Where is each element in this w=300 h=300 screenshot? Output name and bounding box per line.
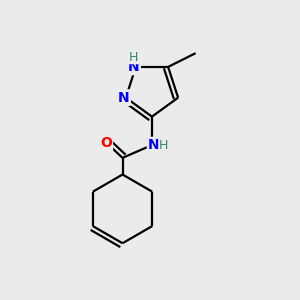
Text: H: H xyxy=(159,139,168,152)
Text: O: O xyxy=(100,136,112,150)
Text: N: N xyxy=(128,60,140,74)
Text: N: N xyxy=(148,138,160,152)
Text: H: H xyxy=(129,51,139,64)
Text: N: N xyxy=(118,91,130,105)
